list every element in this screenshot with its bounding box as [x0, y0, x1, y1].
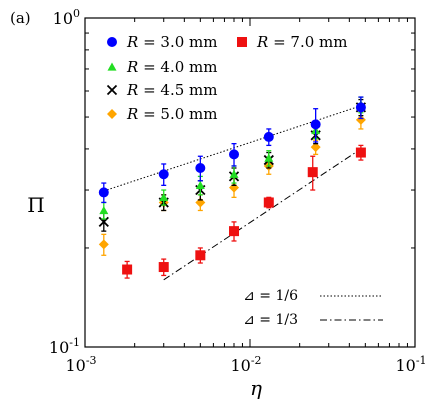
- y-tick-label: 10-1: [49, 336, 80, 357]
- data-point-cross: [98, 216, 109, 228]
- legend-entry: R = 4.0 mm: [107, 58, 217, 76]
- data-point-triangle: [99, 205, 109, 215]
- legend-label: R = 7.0 mm: [256, 33, 347, 51]
- y-axis-label: Π: [27, 193, 44, 217]
- data-point-circle: [263, 131, 274, 142]
- x-tick-label: 10-1: [395, 354, 426, 375]
- x-tick-label: 10-3: [65, 354, 96, 375]
- series-circle: [98, 96, 366, 204]
- cross-stroke: [98, 216, 109, 228]
- data-point-circle: [355, 102, 366, 113]
- data-point-triangle: [264, 153, 274, 162]
- panel-label: (a): [10, 9, 31, 27]
- series-square: [122, 144, 366, 279]
- x-axis-label: η: [250, 376, 262, 400]
- legend-marker-cross: [106, 84, 118, 96]
- legend-marker-square: [237, 37, 247, 47]
- data-point-square: [307, 167, 318, 178]
- data-point-square: [195, 250, 206, 261]
- slope-legend-label: ⊿ = 1/3: [243, 312, 298, 328]
- data-point-square: [355, 147, 366, 158]
- legend-marker-diamond: [107, 109, 117, 119]
- data-point-diamond: [355, 114, 366, 125]
- y-tick-label: 100: [53, 7, 80, 28]
- data-point-triangle: [229, 169, 239, 178]
- slope-lines: [103, 105, 362, 281]
- data-point-circle: [158, 169, 169, 180]
- axis-ticks: 10-3 10-2 10-1 10-1 100: [49, 7, 427, 375]
- x-tick-label: 10-2: [230, 354, 261, 375]
- legend-entry: R = 7.0 mm: [237, 33, 347, 51]
- legend-label: R = 3.0 mm: [126, 33, 217, 51]
- legend-marker-circle: [107, 37, 117, 47]
- data-point-circle: [310, 119, 321, 130]
- legend-label: R = 5.0 mm: [126, 105, 217, 123]
- data-points: [98, 96, 367, 279]
- data-point-square: [229, 226, 240, 237]
- slope-legend: ⊿ = 1/6 ⊿ = 1/3: [243, 288, 383, 328]
- legend: R = 3.0 mm R = 4.0 mm R = 4.5 mm R = 5.0 mm…: [106, 33, 347, 123]
- data-point-circle: [195, 163, 206, 174]
- legend-label: R = 4.5 mm: [126, 81, 217, 99]
- legend-label: R = 4.0 mm: [126, 58, 217, 76]
- legend-marker-triangle: [107, 62, 117, 71]
- legend-entry: R = 5.0 mm: [107, 105, 217, 123]
- legend-entry: R = 3.0 mm: [107, 33, 217, 51]
- data-point-square: [263, 197, 274, 208]
- slope-legend-entry: ⊿ = 1/6: [243, 288, 383, 304]
- data-point-square: [122, 264, 133, 275]
- slope-line-dashdot: [163, 148, 362, 281]
- data-point-circle: [229, 149, 240, 160]
- data-point-triangle: [195, 180, 205, 189]
- cross-stroke: [106, 84, 118, 96]
- data-point-circle: [98, 187, 109, 198]
- data-point-triangle: [159, 192, 169, 201]
- data-point-diamond: [98, 239, 109, 250]
- data-point-square: [158, 262, 169, 273]
- slope-legend-entry: ⊿ = 1/3: [243, 312, 383, 328]
- data-point-diamond: [310, 142, 321, 153]
- legend-entry: R = 4.5 mm: [106, 81, 217, 99]
- slope-legend-label: ⊿ = 1/6: [243, 288, 298, 304]
